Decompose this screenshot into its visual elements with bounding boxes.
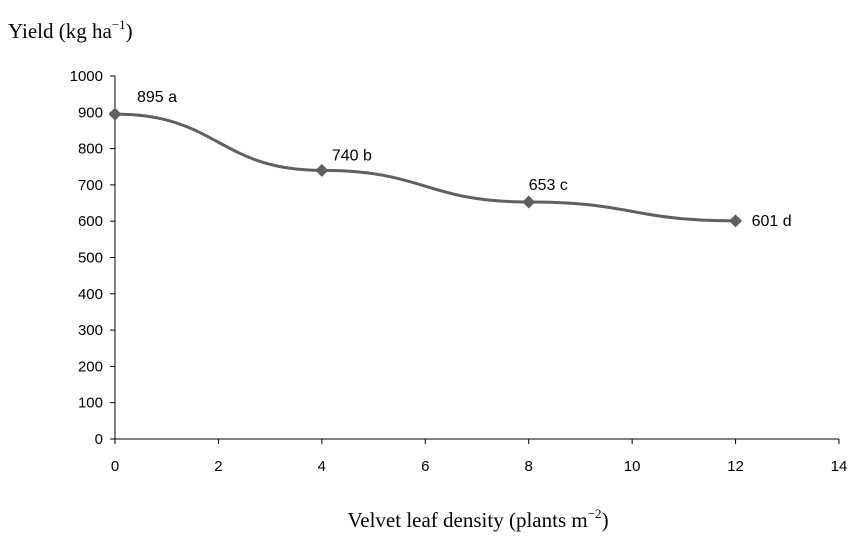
data-label: 653 c (529, 177, 568, 194)
x-tick-label: 12 (727, 458, 744, 475)
data-point-marker (729, 214, 743, 228)
y-tick-label: 400 (78, 286, 103, 303)
y-tick-label: 800 (78, 141, 103, 158)
y-tick-label: 0 (95, 431, 103, 448)
x-tick-label: 4 (318, 458, 326, 475)
x-tick-label: 0 (111, 458, 119, 475)
x-tick-label: 2 (214, 458, 222, 475)
y-tick-label: 1000 (70, 68, 103, 85)
y-tick-label: 700 (78, 177, 103, 194)
x-tick-label: 8 (525, 458, 533, 475)
x-tick-label: 6 (421, 458, 429, 475)
data-label: 895 a (137, 89, 177, 106)
y-tick-label: 500 (78, 250, 103, 267)
x-axis-label: Velvet leaf density (plants m−2) (347, 506, 608, 532)
y-tick-label: 200 (78, 358, 103, 375)
axes: 0 100 200 300 400 500 600 700 800 900 1000 0 2 4 6 8 10 1… (70, 68, 848, 475)
x-tick-label: 10 (624, 458, 641, 475)
series-group (108, 107, 743, 228)
series-line (114, 112, 736, 223)
data-label: 601 d (752, 213, 792, 230)
y-tick-label: 300 (78, 322, 103, 339)
x-tick-label: 14 (831, 458, 848, 475)
data-point-marker (108, 107, 122, 121)
data-labels: 895 a 740 b 653 c 601 d (137, 89, 792, 230)
y-tick-label: 600 (78, 213, 103, 230)
y-tick-label: 100 (78, 395, 103, 412)
y-axis-label: Yield (kg ha−1) (8, 17, 133, 43)
y-tick-label: 900 (78, 104, 103, 121)
data-point-marker (315, 163, 329, 177)
data-label: 740 b (332, 147, 372, 164)
data-point-marker (522, 195, 536, 209)
